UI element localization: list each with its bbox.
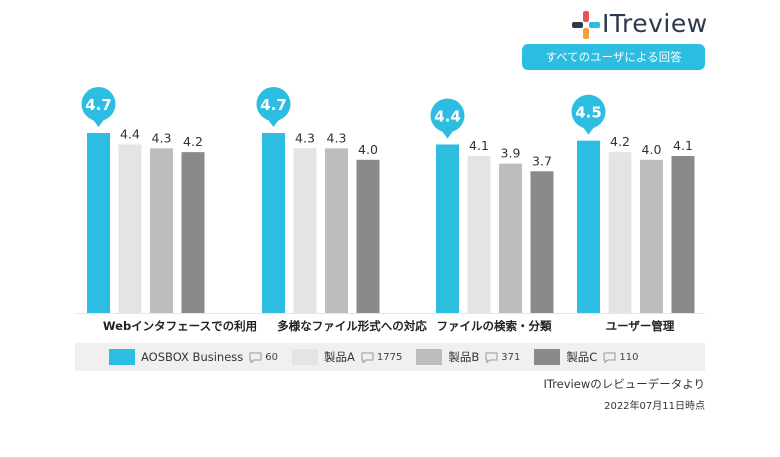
value-label: 3.7 xyxy=(532,153,552,168)
bar xyxy=(262,132,285,313)
legend-series-name: 製品C xyxy=(566,350,598,364)
comment-icon xyxy=(485,352,498,363)
value-label: 4.3 xyxy=(152,130,172,145)
value-label: 4.1 xyxy=(673,138,693,153)
chart-legend: AOSBOX Business 60 製品A 1775 製品B 371 製品C 110 xyxy=(75,343,705,371)
category-label: 多様なファイル形式への対応 xyxy=(277,319,427,333)
source-note: ITreviewのレビューデータより xyxy=(543,377,705,391)
value-label: 4.0 xyxy=(358,142,378,157)
category-label: Webインタフェースでの利用 xyxy=(103,319,257,333)
value-label: 4.0 xyxy=(642,142,662,157)
legend-series-name: 製品B xyxy=(448,350,480,364)
bar xyxy=(87,132,110,313)
filter-label-pill: すべてのユーザによる回答 xyxy=(522,44,705,70)
value-label: 4.2 xyxy=(610,134,630,149)
legend-swatch xyxy=(534,349,561,365)
legend-review-count: 371 xyxy=(485,352,520,363)
itreview-logo: ITreview xyxy=(572,8,712,40)
logo-mark-icon xyxy=(572,11,600,39)
bar xyxy=(608,152,632,313)
bar xyxy=(499,163,522,313)
bar xyxy=(671,155,695,313)
highlight-pin-tail xyxy=(582,126,595,135)
date-note: 2022年07月11日時点 xyxy=(604,401,705,412)
legend-item: 製品A 1775 xyxy=(292,349,402,365)
bar-chart: 4.7 4.4 4.3 4.2 Webインタフェースでの利用 4.7 4.3 4.3 4.0 多様… xyxy=(75,86,705,333)
comment-icon xyxy=(361,352,374,363)
comment-icon xyxy=(249,352,262,363)
highlight-value-label: 4.4 xyxy=(434,107,461,125)
bar xyxy=(118,144,142,313)
legend-review-count: 60 xyxy=(249,352,278,363)
category-label: ユーザー管理 xyxy=(606,319,675,333)
legend-item: 製品B 371 xyxy=(416,349,520,365)
legend-series-name: AOSBOX Business xyxy=(141,350,244,364)
value-label: 4.3 xyxy=(295,130,315,145)
legend-review-count: 110 xyxy=(603,352,638,363)
bar xyxy=(325,148,348,313)
legend-swatch xyxy=(109,349,135,365)
value-label: 4.3 xyxy=(327,130,347,145)
highlight-badge xyxy=(81,86,116,121)
legend-swatch xyxy=(416,349,443,365)
highlight-pin-tail xyxy=(92,118,105,127)
highlight-badge xyxy=(256,86,291,121)
comment-icon xyxy=(603,352,616,363)
legend-swatch xyxy=(292,349,318,365)
highlight-pin-tail xyxy=(267,118,280,127)
bar xyxy=(577,140,600,313)
legend-item: 製品C 110 xyxy=(534,349,638,365)
highlight-value-label: 4.7 xyxy=(85,96,112,114)
highlight-pin-tail xyxy=(441,130,454,139)
bar xyxy=(436,144,459,313)
bar xyxy=(150,148,173,313)
highlight-value-label: 4.5 xyxy=(575,104,602,122)
legend-series-name: 製品A xyxy=(324,350,355,364)
highlight-badge xyxy=(571,94,606,129)
bar xyxy=(293,148,317,313)
value-label: 4.2 xyxy=(183,134,203,149)
bar xyxy=(640,159,663,313)
highlight-badge xyxy=(430,98,465,133)
bar xyxy=(181,152,205,313)
logo-text: ITreview xyxy=(602,9,708,38)
legend-review-count: 1775 xyxy=(361,352,402,363)
bar xyxy=(356,159,380,313)
bar xyxy=(467,155,491,313)
value-label: 4.1 xyxy=(469,138,489,153)
highlight-value-label: 4.7 xyxy=(260,96,287,114)
value-label: 3.9 xyxy=(501,146,521,161)
legend-item: AOSBOX Business 60 xyxy=(109,349,278,365)
bar xyxy=(530,171,554,313)
category-label: ファイルの検索・分類 xyxy=(437,319,552,333)
value-label: 4.4 xyxy=(120,126,140,141)
